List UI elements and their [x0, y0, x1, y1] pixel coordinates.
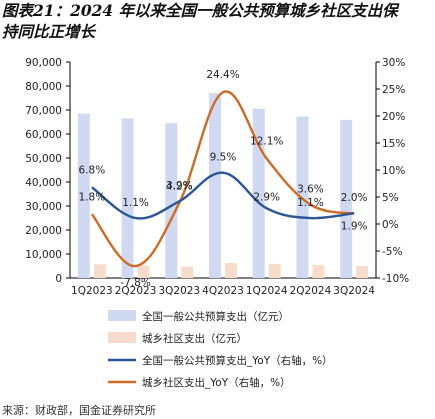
data-label-urban-rural-yoy: 3.6%	[297, 184, 324, 196]
data-label-urban-rural-yoy: 24.4%	[206, 69, 239, 81]
right-tick-label: 25%	[382, 84, 405, 96]
legend-label: 城乡社区支出（亿元）	[142, 332, 247, 345]
legend-label: 全国一般公共预算支出（亿元）	[142, 310, 289, 323]
data-label-total-yoy: 1.1%	[122, 197, 149, 209]
x-tick-label: 4Q2023	[202, 285, 244, 297]
data-label-total-yoy: 2.9%	[253, 191, 280, 203]
x-tick-label: 1Q2024	[246, 285, 288, 297]
data-label-total-yoy: 9.5%	[210, 152, 237, 164]
line-total-yoy	[91, 171, 355, 220]
bar-total-expenditure	[165, 123, 178, 278]
bar-urban-rural-expenditure	[268, 263, 281, 278]
left-tick-label: 30,000	[25, 201, 62, 213]
legend-swatch-bar	[108, 310, 136, 321]
x-tick-label: 3Q2023	[158, 285, 200, 297]
chart-title-line1: 图表21：2024 年以来全国一般公共预算城乡社区支出保	[2, 1, 398, 20]
data-label-total-yoy: 2.0%	[341, 192, 368, 204]
bar-urban-rural-expenditure	[312, 265, 325, 278]
left-tick-label: 20,000	[25, 225, 62, 237]
data-label-urban-rural-yoy: 1.8%	[79, 191, 106, 203]
left-tick-label: 90,000	[25, 57, 62, 69]
right-tick-label: 5%	[382, 192, 399, 204]
bar-total-expenditure	[340, 119, 353, 278]
data-label-total-yoy: 6.8%	[79, 164, 106, 176]
left-tick-label: 40,000	[25, 177, 62, 189]
legend-swatch-bar	[108, 332, 136, 343]
chart-title-line2: 持同比正增长	[2, 22, 96, 41]
chart-title: 图表21：2024 年以来全国一般公共预算城乡社区支出保 持同比正增长	[2, 0, 434, 42]
right-tick-label: 10%	[382, 165, 405, 177]
data-label-urban-rural-yoy: 1.9%	[341, 221, 368, 233]
bar-total-expenditure	[121, 118, 134, 279]
legend-label: 城乡社区支出_YoY（右轴，%）	[142, 376, 291, 389]
bar-urban-rural-expenditure	[93, 264, 106, 278]
left-tick-label: 70,000	[25, 105, 62, 117]
right-tick-label: 15%	[382, 138, 405, 150]
right-tick-label: 0%	[382, 219, 399, 231]
left-tick-label: 10,000	[25, 249, 62, 261]
data-label-urban-rural-yoy: -7.8%	[120, 277, 150, 289]
right-tick-label: -10%	[382, 273, 409, 285]
x-tick-label: 3Q2024	[333, 285, 375, 297]
bar-urban-rural-expenditure	[225, 262, 237, 278]
bar-urban-rural-expenditure	[181, 266, 194, 278]
bar-total-expenditure	[209, 93, 221, 278]
left-tick-label: 80,000	[25, 81, 62, 93]
left-tick-label: 60,000	[25, 129, 62, 141]
x-tick-label: 2Q2023	[115, 285, 157, 297]
data-label-urban-rural-yoy: 3.9%	[166, 180, 193, 192]
data-label-total-yoy: 1.1%	[297, 197, 324, 209]
line-urban-rural-yoy	[90, 90, 355, 268]
bar-urban-rural-expenditure	[137, 265, 150, 278]
data-label-urban-rural-yoy: 12.1%	[250, 136, 283, 148]
left-tick-label: 50,000	[25, 153, 62, 165]
left-tick-label: 0	[55, 273, 62, 285]
bar-total-expenditure	[77, 113, 90, 278]
right-tick-label: 30%	[382, 57, 405, 69]
x-tick-label: 2Q2024	[290, 285, 332, 297]
data-label-total-yoy: 4.2%	[166, 180, 193, 192]
source-note: 来源：财政部，国金证券研究所	[2, 404, 156, 417]
x-tick-label: 1Q2023	[71, 285, 113, 297]
right-tick-label: -5%	[382, 246, 402, 258]
bar-urban-rural-expenditure	[356, 266, 369, 278]
legend-label: 全国一般公共预算支出_YoY（右轴，%）	[142, 354, 333, 367]
right-tick-label: 20%	[382, 111, 405, 123]
